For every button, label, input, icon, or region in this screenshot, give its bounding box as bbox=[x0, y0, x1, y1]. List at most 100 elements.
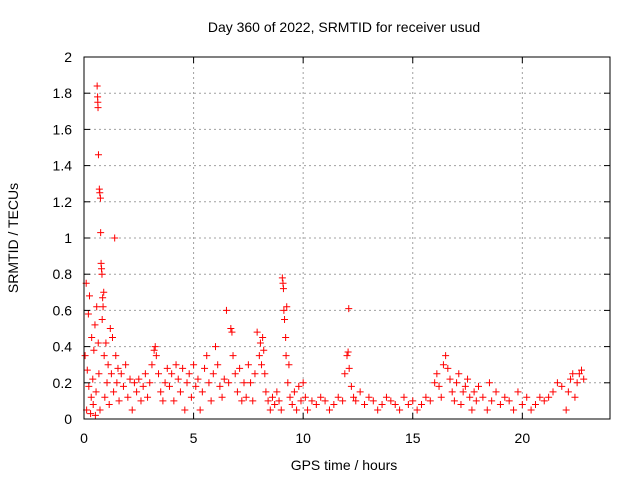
data-point bbox=[501, 393, 509, 401]
data-point bbox=[457, 401, 465, 409]
data-point bbox=[94, 104, 102, 112]
data-point bbox=[280, 306, 288, 314]
data-point bbox=[350, 393, 358, 401]
data-point bbox=[339, 397, 347, 405]
data-point bbox=[444, 364, 452, 372]
data-point bbox=[341, 370, 349, 378]
data-point bbox=[540, 397, 548, 405]
data-point bbox=[89, 375, 97, 383]
data-point bbox=[124, 393, 132, 401]
data-point bbox=[275, 397, 283, 405]
data-point bbox=[247, 379, 255, 387]
x-tick-label: 0 bbox=[80, 430, 88, 446]
data-point bbox=[190, 361, 198, 369]
data-point bbox=[181, 406, 189, 414]
data-point bbox=[194, 375, 202, 383]
data-point bbox=[192, 382, 200, 390]
data-point bbox=[564, 388, 572, 396]
data-point bbox=[301, 393, 309, 401]
data-point bbox=[85, 292, 93, 300]
data-point bbox=[277, 406, 285, 414]
data-point bbox=[85, 382, 93, 390]
data-point bbox=[409, 397, 417, 405]
data-point bbox=[459, 388, 467, 396]
data-point bbox=[151, 343, 159, 351]
data-point bbox=[545, 393, 553, 401]
plot-area-border bbox=[83, 56, 611, 420]
data-point bbox=[387, 397, 395, 405]
data-point bbox=[284, 379, 292, 387]
data-point bbox=[106, 325, 114, 332]
data-point bbox=[453, 379, 461, 387]
data-point bbox=[325, 406, 333, 414]
x-tick-label: 20 bbox=[515, 430, 531, 446]
data-point bbox=[165, 382, 173, 390]
data-point bbox=[479, 393, 487, 401]
data-point bbox=[89, 401, 97, 409]
data-point bbox=[141, 370, 149, 378]
data-point bbox=[220, 375, 228, 383]
data-point bbox=[261, 370, 269, 378]
x-axis-label: GPS time / hours bbox=[291, 457, 398, 473]
data-point bbox=[137, 397, 145, 405]
data-point bbox=[431, 379, 439, 387]
data-point bbox=[212, 343, 219, 351]
data-point bbox=[170, 397, 178, 405]
data-point bbox=[558, 382, 566, 390]
data-point bbox=[273, 388, 281, 396]
data-point bbox=[99, 294, 107, 302]
data-point bbox=[531, 401, 539, 409]
data-point bbox=[216, 382, 224, 390]
data-point bbox=[179, 364, 187, 372]
data-point bbox=[227, 325, 235, 332]
data-point bbox=[196, 406, 204, 414]
data-point bbox=[94, 339, 102, 347]
data-point bbox=[437, 393, 445, 401]
data-point bbox=[93, 303, 101, 311]
data-point bbox=[580, 375, 588, 383]
data-point bbox=[446, 375, 454, 383]
data-point bbox=[98, 270, 106, 278]
data-point bbox=[404, 401, 412, 409]
data-point bbox=[157, 388, 165, 396]
data-point bbox=[470, 388, 478, 396]
data-point bbox=[391, 401, 399, 409]
y-tick-label: 1 bbox=[64, 230, 72, 246]
x-tick-label: 5 bbox=[190, 430, 198, 446]
data-point bbox=[455, 370, 463, 378]
data-point bbox=[382, 393, 390, 401]
data-point bbox=[281, 315, 289, 323]
data-point bbox=[205, 379, 213, 387]
data-point bbox=[321, 397, 329, 405]
data-point bbox=[203, 352, 211, 360]
y-tick-label: 1.2 bbox=[53, 194, 73, 210]
data-point bbox=[108, 334, 116, 342]
data-point bbox=[119, 382, 127, 390]
data-point bbox=[81, 352, 89, 360]
data-point bbox=[168, 370, 176, 378]
data-point bbox=[369, 397, 377, 405]
data-point bbox=[150, 346, 158, 354]
data-point bbox=[94, 151, 102, 159]
data-point bbox=[575, 370, 583, 378]
data-point bbox=[111, 234, 119, 242]
data-point bbox=[218, 393, 226, 401]
data-point bbox=[187, 393, 195, 401]
data-point bbox=[133, 388, 141, 396]
data-point bbox=[352, 397, 360, 405]
data-point bbox=[283, 303, 291, 311]
data-point bbox=[117, 370, 125, 378]
data-point bbox=[258, 361, 266, 369]
data-point bbox=[229, 352, 237, 360]
data-point bbox=[450, 397, 458, 405]
data-point bbox=[88, 334, 96, 342]
data-point bbox=[523, 393, 531, 401]
data-point bbox=[96, 406, 104, 414]
data-point bbox=[483, 406, 491, 414]
data-point bbox=[110, 388, 118, 396]
data-point bbox=[279, 285, 287, 293]
data-point bbox=[435, 382, 443, 390]
data-point bbox=[485, 379, 493, 387]
data-point bbox=[304, 406, 312, 414]
data-point bbox=[146, 379, 154, 387]
